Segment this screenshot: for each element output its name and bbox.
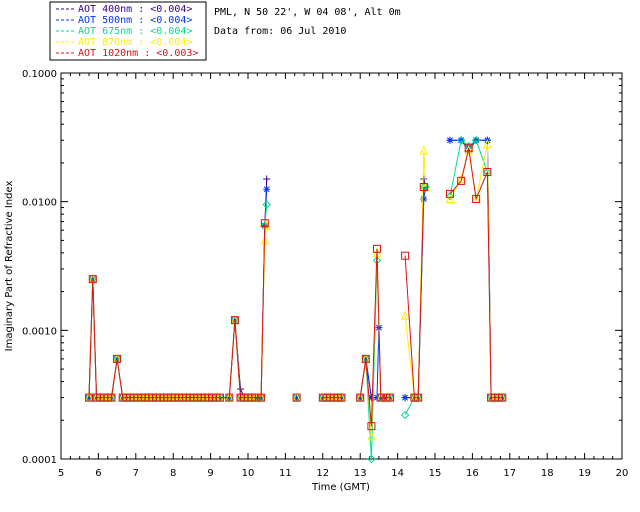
triangle-marker — [400, 310, 410, 320]
data-series — [85, 136, 506, 402]
y-tick-label: 0.0001 — [22, 455, 57, 466]
square-marker — [361, 354, 370, 363]
x-tick-label: 10 — [242, 468, 255, 479]
square-marker — [260, 219, 269, 228]
legend-entry: AOT 1020nm : <0.003> — [78, 48, 198, 59]
legend-entry: AOT 675nm : <0.004> — [78, 26, 192, 37]
square-marker — [215, 393, 224, 402]
square-marker — [419, 183, 428, 192]
diamond-marker — [262, 200, 271, 209]
asterisk-marker — [401, 394, 409, 402]
axis-ticks: 5 6 7 8 9 10 11 12 13 14 15 16 17 18 19 20 0.0001 0.0010 0… — [22, 69, 628, 479]
y-axis-title: Imaginary Part of Refractive Index — [4, 181, 15, 352]
square-marker — [337, 393, 346, 402]
data-series — [85, 144, 507, 431]
legend: AOT 400nm : <0.004>AOT 500nm : <0.004>AO… — [56, 4, 198, 59]
x-tick-label: 11 — [279, 468, 292, 479]
x-tick-label: 18 — [541, 468, 554, 479]
series-line — [359, 252, 391, 437]
series-line — [88, 178, 268, 399]
square-marker — [464, 144, 473, 153]
square-marker — [457, 176, 466, 185]
x-axis-title: Time (GMT) — [311, 482, 370, 493]
square-marker — [376, 393, 385, 402]
triangle-marker — [367, 431, 376, 441]
y-tick-label: 0.0010 — [22, 326, 57, 337]
square-marker — [472, 194, 481, 203]
y-tick-label: 0.1000 — [22, 69, 57, 80]
square-marker — [401, 251, 410, 260]
square-marker — [498, 393, 507, 402]
x-tick-label: 15 — [429, 468, 442, 479]
square-marker — [225, 393, 234, 402]
plot-area — [84, 136, 507, 464]
x-tick-label: 19 — [578, 468, 591, 479]
x-tick-label: 13 — [354, 468, 367, 479]
x-tick-label: 9 — [207, 468, 213, 479]
triangle-marker — [456, 173, 466, 184]
x-tick-label: 16 — [466, 468, 479, 479]
legend-entry: AOT 500nm : <0.004> — [78, 15, 192, 26]
square-marker — [251, 393, 260, 402]
plus-marker — [420, 175, 428, 183]
data-series — [85, 136, 506, 402]
triangle-marker — [419, 145, 429, 155]
x-tick-label: 8 — [170, 468, 176, 479]
diamond-marker — [456, 136, 466, 145]
triangle-marker — [445, 193, 455, 203]
square-marker — [88, 275, 97, 284]
series-line — [88, 223, 266, 399]
info-date: Data from: 06 Jul 2010 — [214, 26, 346, 37]
x-tick-label: 12 — [316, 468, 329, 479]
legend-entry: AOT 400nm : <0.004> — [78, 4, 192, 15]
diamond-marker — [471, 136, 481, 145]
triangle-marker — [483, 138, 492, 149]
square-marker — [483, 168, 492, 177]
square-marker — [386, 393, 395, 402]
series-line — [404, 150, 427, 399]
info-location: PML, N 50 22', W 04 08', Alt 0m — [214, 7, 401, 18]
asterisk-marker — [446, 136, 454, 144]
diamond-marker — [367, 454, 376, 464]
x-tick-label: 14 — [391, 468, 404, 479]
square-marker — [292, 393, 301, 402]
asterisk-marker — [356, 394, 364, 402]
y-tick-label: 0.0100 — [22, 198, 57, 209]
x-tick-label: 6 — [95, 468, 101, 479]
x-tick-label: 7 — [133, 468, 139, 479]
data-series — [84, 136, 507, 464]
series-line — [404, 186, 425, 399]
square-marker — [414, 393, 423, 402]
square-marker — [107, 393, 116, 402]
legend-entry: AOT 870nm : <0.004> — [78, 37, 192, 48]
square-marker — [445, 189, 454, 198]
x-tick-label: 17 — [503, 468, 516, 479]
square-marker — [257, 393, 266, 402]
square-marker — [367, 422, 376, 431]
square-marker — [373, 244, 382, 253]
series-line — [449, 148, 503, 399]
asterisk-marker — [263, 185, 271, 193]
x-tick-label: 20 — [616, 468, 629, 479]
x-tick-label: 5 — [58, 468, 64, 479]
square-marker — [113, 354, 122, 363]
triangle-marker — [464, 145, 473, 155]
legend-box — [49, 1, 207, 61]
square-marker — [356, 393, 365, 402]
diamond-marker — [400, 410, 410, 420]
plus-marker — [263, 175, 271, 183]
asterisk-marker — [293, 394, 301, 402]
asterisk-marker — [85, 394, 93, 402]
square-marker — [230, 316, 239, 325]
asterisk-marker — [367, 394, 375, 402]
